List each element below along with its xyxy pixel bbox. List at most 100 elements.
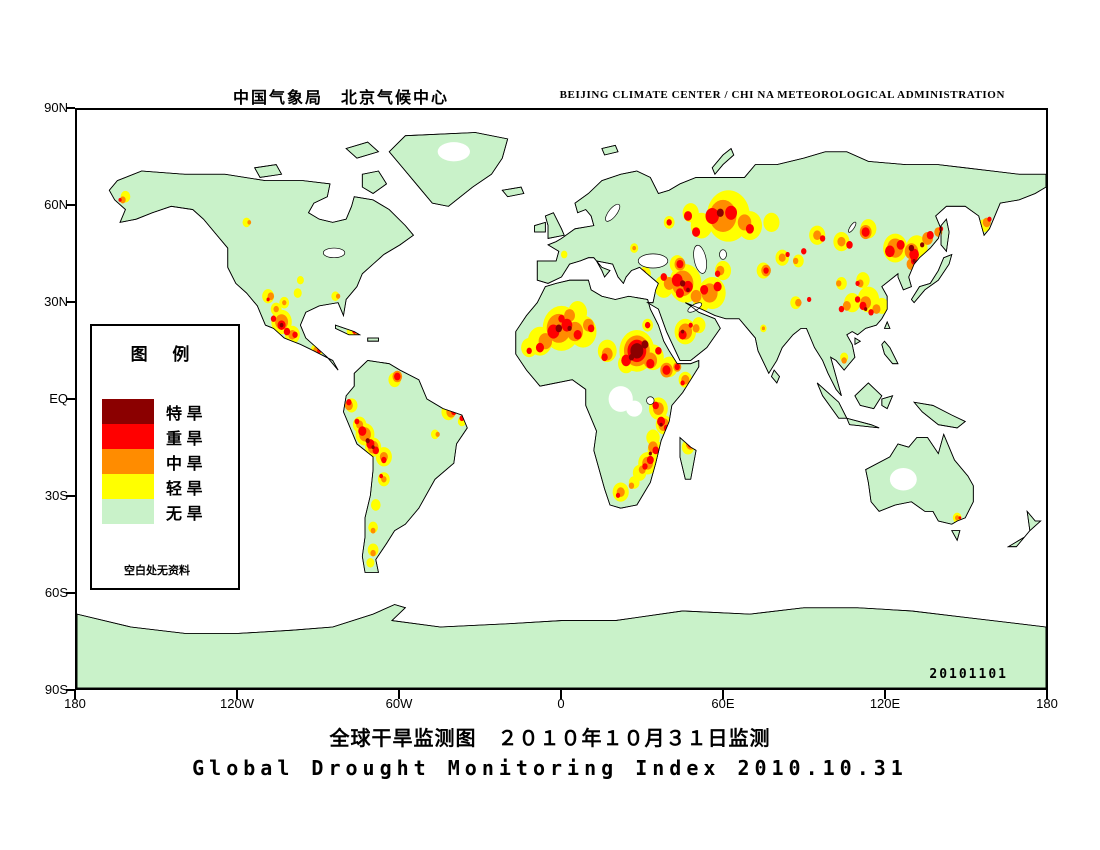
light-drought-label: 轻 旱 xyxy=(166,480,203,498)
drought-blob xyxy=(655,346,662,355)
drought-blob xyxy=(638,268,647,279)
drought-blob xyxy=(247,220,252,225)
no-data-patch xyxy=(608,386,633,412)
drought-blob xyxy=(292,331,298,338)
date-stamp: 20101101 xyxy=(929,667,1008,682)
drought-blob xyxy=(841,357,847,364)
drought-blob xyxy=(846,241,853,249)
y-axis-tick xyxy=(66,107,75,109)
map-frame: 图 例 特 旱 重 旱 中 旱 轻 旱 xyxy=(75,108,1048,690)
drought-blob xyxy=(920,242,925,248)
drought-blob xyxy=(819,235,826,242)
extreme-drought-swatch xyxy=(102,399,154,424)
drought-blob xyxy=(872,304,881,314)
drought-blob xyxy=(646,358,655,369)
drought-blob xyxy=(660,273,668,281)
drought-blob xyxy=(535,342,545,353)
drought-blob xyxy=(763,212,780,233)
drought-blob xyxy=(837,236,846,247)
drought-blob xyxy=(587,324,595,333)
x-axis-tick xyxy=(884,690,886,699)
header-english-title: BEIJING CLIMATE CENTER / CHI NA METEOROL… xyxy=(559,89,1005,101)
severe-drought-swatch xyxy=(102,424,154,449)
drought-blob xyxy=(855,280,860,286)
x-axis-label-180e: 180 xyxy=(1036,696,1058,711)
header-chinese-title: 中国气象局 北京气候中心 xyxy=(233,90,450,107)
drought-blob xyxy=(266,297,270,302)
drought-blob xyxy=(601,353,608,362)
drought-blob xyxy=(379,473,384,479)
y-axis-label-30s: 30S xyxy=(44,488,68,503)
drought-blob xyxy=(370,549,376,557)
drought-blob xyxy=(279,322,284,328)
drought-blob xyxy=(652,401,659,410)
drought-blob xyxy=(648,451,652,456)
drought-blob xyxy=(381,456,387,464)
x-axis-label-180w: 180 xyxy=(64,696,86,711)
drought-blob xyxy=(838,305,845,313)
y-axis-tick xyxy=(66,689,75,691)
drought-blob xyxy=(836,280,842,287)
drought-blob xyxy=(716,208,724,217)
no-data-layer xyxy=(437,142,917,491)
drought-blob xyxy=(688,322,693,328)
legend-note: 空白处无资料 xyxy=(124,565,190,577)
drought-blob xyxy=(642,463,648,470)
drought-blob xyxy=(868,309,874,316)
drought-blob xyxy=(725,205,737,220)
y-axis-tick xyxy=(66,592,75,594)
drought-blob xyxy=(366,557,375,568)
world-map xyxy=(77,130,1046,688)
y-axis-label-eq: EQ xyxy=(49,391,68,406)
legend-item-light: 轻 旱 xyxy=(102,474,238,499)
x-axis-tick xyxy=(722,690,724,699)
y-axis-label-90s: 90S xyxy=(44,682,68,697)
drought-blob xyxy=(689,439,693,443)
moderate-drought-swatch xyxy=(102,449,154,474)
x-axis-label-120e: 120E xyxy=(869,696,901,711)
drought-blob xyxy=(763,267,769,274)
drought-blob xyxy=(526,347,532,355)
no-drought-label: 无 旱 xyxy=(166,505,203,523)
drought-blob xyxy=(371,445,375,450)
y-axis-tick xyxy=(66,204,75,206)
y-axis-label-30n: 30N xyxy=(44,294,68,309)
drought-blob xyxy=(666,219,672,226)
drought-blob xyxy=(242,217,251,228)
y-axis-label-60n: 60N xyxy=(44,197,68,212)
drought-blob xyxy=(792,257,799,265)
drought-blob xyxy=(628,354,635,361)
drought-blob xyxy=(573,329,582,340)
y-axis-tick xyxy=(66,398,75,400)
drought-blob xyxy=(346,399,352,406)
drought-blob xyxy=(680,380,685,386)
drought-blob xyxy=(686,287,690,293)
no-data-patch xyxy=(626,400,643,417)
drought-blob xyxy=(761,326,765,331)
drought-blob xyxy=(381,476,387,483)
drought-blob xyxy=(683,280,693,293)
drought-blob xyxy=(567,325,572,331)
drought-blob xyxy=(864,307,868,312)
drought-blob xyxy=(293,288,302,298)
drought-blob xyxy=(714,270,721,277)
drought-blob xyxy=(896,240,905,250)
x-axis-tick xyxy=(560,690,562,699)
drought-blob xyxy=(652,446,659,455)
footer-chinese-title: 全球干旱监测图 ２０１０年１０月３１日监测 xyxy=(329,728,771,750)
drought-blob xyxy=(296,276,304,285)
lakes-layer xyxy=(323,202,857,405)
drought-blob xyxy=(659,422,663,427)
drought-blob xyxy=(679,280,686,287)
severe-drought-label: 重 旱 xyxy=(166,430,203,448)
drought-blob xyxy=(955,515,960,521)
drought-blob xyxy=(678,329,687,340)
legend-title: 图 例 xyxy=(130,345,200,364)
drought-blob xyxy=(700,285,709,295)
drought-blob xyxy=(987,216,992,222)
drought-blob xyxy=(813,230,822,241)
drought-blob xyxy=(692,324,700,333)
drought-blob xyxy=(681,329,685,334)
drought-blob xyxy=(621,354,631,367)
legend-item-none: 无 旱 xyxy=(102,499,238,524)
